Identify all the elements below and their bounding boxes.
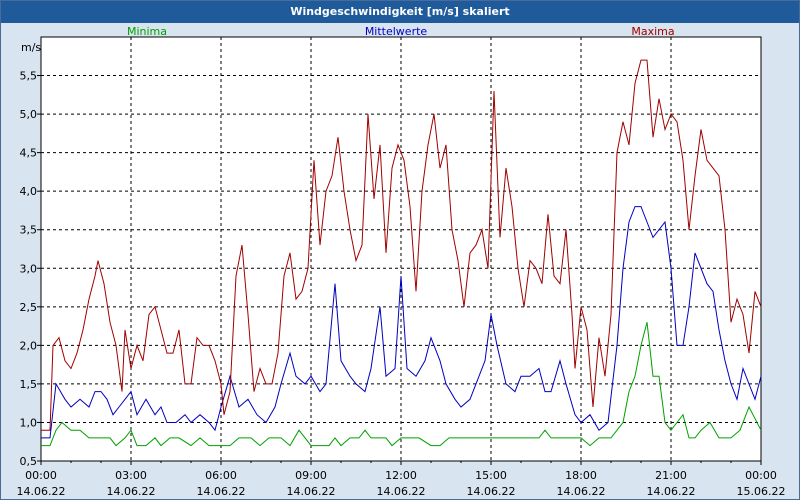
y-tick-label: 3,5 [20, 224, 38, 237]
y-tick-label: 2,5 [20, 301, 38, 314]
legend-item: Maxima [631, 25, 674, 38]
y-tick-label: 4,5 [20, 147, 38, 160]
series-line-maxima [41, 59, 762, 431]
y-tick-label: 3,0 [20, 262, 38, 275]
x-tick-date: 14.06.22 [647, 485, 696, 498]
y-tick-label: 5,5 [20, 70, 38, 83]
y-tick-label: 4,0 [20, 185, 38, 198]
y-tick-label: 2,0 [20, 339, 38, 352]
series-line-mittelwerte [41, 206, 762, 439]
x-tick-date: 14.06.22 [17, 485, 66, 498]
x-tick-date: 14.06.22 [287, 485, 336, 498]
x-tick-time: 21:00 [655, 469, 687, 482]
grid-lines [41, 37, 761, 461]
x-axis-ticks: 00:00 14.06.22 03:00 14.06.22 06:00 14.06.22 0… [17, 461, 786, 498]
legend-item: Minima [127, 25, 167, 38]
x-tick-time: 15:00 [475, 469, 507, 482]
y-tick-label: 0,5 [20, 455, 38, 468]
x-tick-time: 00:00 [25, 469, 57, 482]
legend: Minima Mittelwerte Maxima [127, 25, 675, 38]
chart-title: Windgeschwindigkeit [m/s] skaliert [1, 1, 799, 23]
series-line-minima [41, 322, 762, 447]
y-tick-label: 1,5 [20, 378, 38, 391]
x-tick-time: 06:00 [205, 469, 237, 482]
x-tick-time: 18:00 [565, 469, 597, 482]
y-tick-label: 1,0 [20, 416, 38, 429]
x-tick-date: 15.06.22 [737, 485, 786, 498]
x-tick-time: 03:00 [115, 469, 147, 482]
x-tick-time: 00:00 [745, 469, 777, 482]
x-tick-date: 14.06.22 [557, 485, 606, 498]
x-tick-time: 09:00 [295, 469, 327, 482]
y-tick-label: 5,0 [20, 108, 38, 121]
x-tick-date: 14.06.22 [467, 485, 516, 498]
x-tick-date: 14.06.22 [197, 485, 246, 498]
x-tick-date: 14.06.22 [107, 485, 156, 498]
series-lines [41, 59, 762, 447]
y-axis-ticks: 0,5 1,0 1,5 2,0 2,5 3,0 3,5 4,0 4,5 5,0 5,5 [20, 70, 41, 468]
x-tick-time: 12:00 [385, 469, 417, 482]
y-axis-label: m/s [21, 41, 41, 54]
x-tick-date: 14.06.22 [377, 485, 426, 498]
legend-item: Mittelwerte [365, 25, 428, 38]
